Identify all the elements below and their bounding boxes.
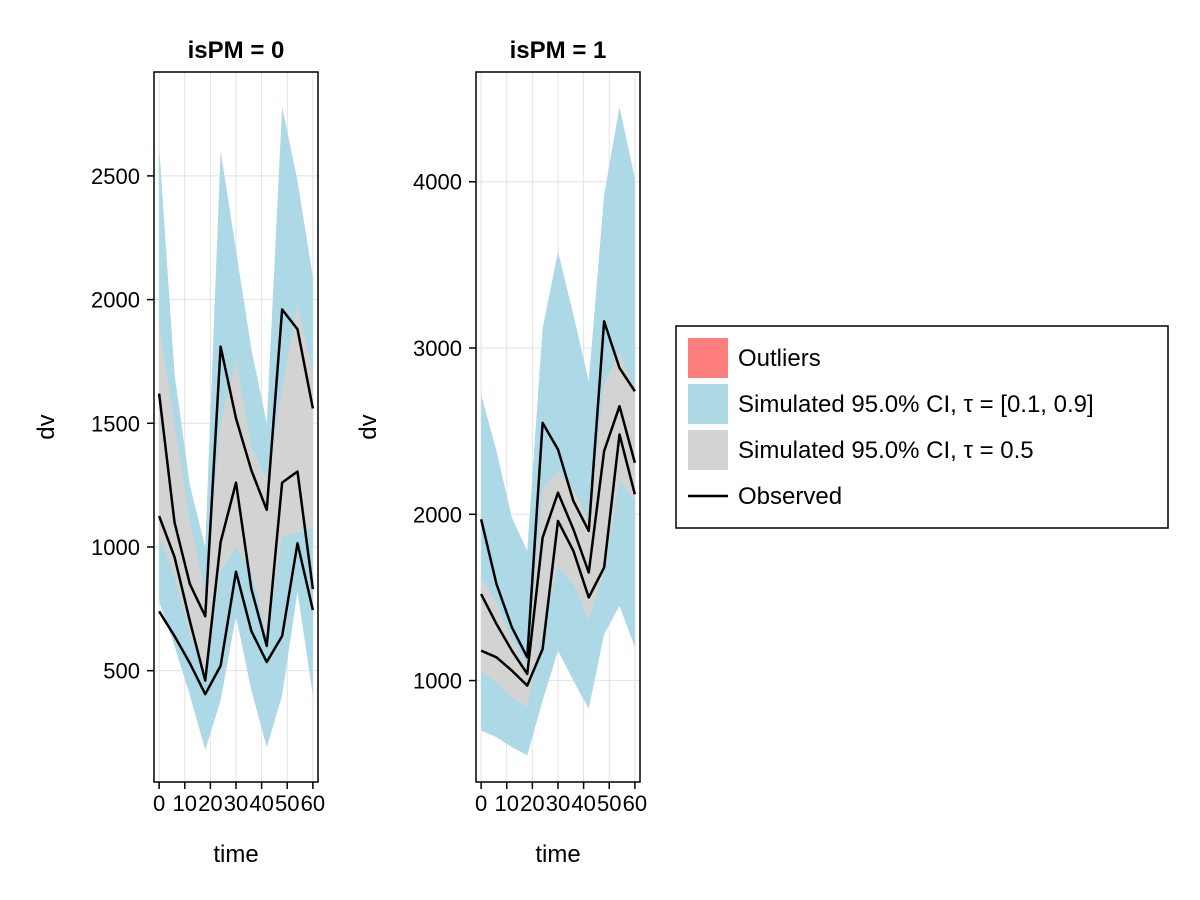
panel-ispm-0: 0 10 20 30 40 50 60 500 1000 1500 2000 2500 isPM = 0…: [33, 37, 325, 868]
y-tick-label-3: 4000: [413, 170, 462, 195]
observed-line-1: [480, 404, 637, 676]
y-tick-label-1: 2000: [413, 502, 462, 527]
y-tick-label-3: 2000: [91, 288, 140, 313]
legend-swatch-simulated-ci-range: [688, 384, 728, 424]
x-tick-label-1: 10: [495, 791, 519, 816]
x-axis-label: time: [535, 841, 580, 868]
legend-item-outliers: Outliers: [688, 338, 821, 378]
x-tick-label-4: 40: [571, 791, 595, 816]
y-tick-label-2: 1500: [91, 411, 140, 436]
y-tick-label-2: 3000: [413, 336, 462, 361]
x-tick-label-2: 20: [198, 791, 222, 816]
x-tick-label-0: 0: [153, 791, 165, 816]
x-tick-label-5: 50: [275, 791, 299, 816]
legend-item-simulated-ci-range: Simulated 95.0% CI, τ = [0.1, 0.9]: [688, 384, 1094, 424]
observed-line-0: [157, 308, 315, 618]
legend-item-simulated-ci-median: Simulated 95.0% CI, τ = 0.5: [688, 430, 1034, 470]
legend-swatch-simulated-ci-median: [688, 430, 728, 470]
x-tick-label-6: 60: [301, 791, 325, 816]
legend-item-observed: Observed: [688, 483, 842, 510]
legend-label-observed: Observed: [738, 483, 842, 510]
legend-frame: [675, 325, 1169, 529]
legend-label-simulated-ci-range: Simulated 95.0% CI, τ = [0.1, 0.9]: [738, 391, 1094, 418]
panel-title: isPM = 0: [188, 37, 285, 64]
y-axis-label: dv: [33, 414, 60, 439]
panel-ispm-1: 0 10 20 30 40 50 60 1000 2000 3000 4000 isPM = 1 tim…: [355, 37, 647, 868]
legend-swatch-outliers: [688, 338, 728, 378]
y-tick-label-4: 2500: [91, 164, 140, 189]
legend: Outliers Simulated 95.0% CI, τ = [0.1, 0…: [675, 325, 1169, 529]
legend-label-simulated-ci-median: Simulated 95.0% CI, τ = 0.5: [738, 437, 1034, 464]
observed-line-2: [480, 433, 637, 687]
legend-label-outliers: Outliers: [738, 345, 821, 372]
x-tick-label-2: 20: [520, 791, 544, 816]
observed-line-1: [157, 470, 315, 682]
x-tick-label-0: 0: [475, 791, 487, 816]
observed-line-2: [158, 542, 315, 696]
y-tick-label-0: 500: [103, 659, 140, 684]
observed-line-0: [479, 320, 636, 659]
panel-title: isPM = 1: [510, 37, 607, 64]
x-tick-label-6: 60: [623, 791, 647, 816]
x-tick-label-3: 30: [224, 791, 248, 816]
y-axis-label: dv: [355, 414, 382, 439]
x-tick-label-5: 50: [597, 791, 621, 816]
x-tick-label-4: 40: [249, 791, 273, 816]
y-tick-label-0: 1000: [413, 669, 462, 694]
x-tick-label-1: 10: [173, 791, 197, 816]
x-tick-label-3: 30: [546, 791, 570, 816]
y-tick-label-1: 1000: [91, 535, 140, 560]
x-axis-label: time: [213, 841, 258, 868]
